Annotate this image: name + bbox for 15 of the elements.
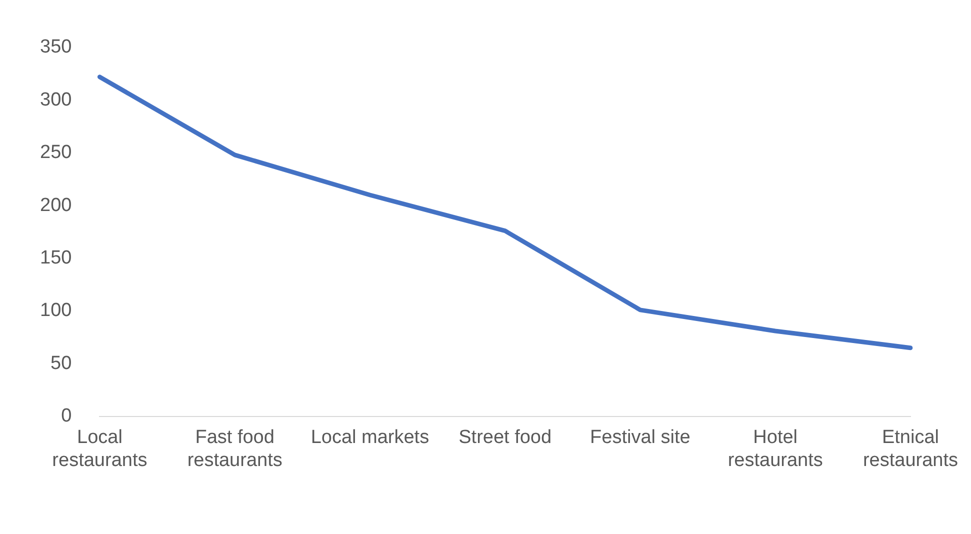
x-tick-label: Fast food restaurants	[187, 427, 282, 471]
y-tick-label: 150	[40, 247, 72, 268]
y-tick-label: 50	[50, 352, 72, 374]
x-tick-label: Hotel restaurants	[728, 427, 823, 471]
x-tick-label: Festival site	[590, 427, 690, 448]
y-tick-label: 250	[40, 142, 72, 164]
x-tick-label: Local markets	[310, 427, 430, 448]
y-tick-label: 300	[40, 89, 72, 110]
y-tick-label: 0	[61, 406, 72, 427]
y-tick-label: 350	[40, 36, 72, 58]
y-tick-label: 200	[40, 194, 72, 216]
x-tick-label: Street food	[458, 427, 552, 448]
x-tick-label: Local restaurants	[52, 427, 148, 471]
x-tick-label: Etnical restaurants	[862, 427, 958, 471]
y-tick-label: 100	[40, 300, 72, 322]
